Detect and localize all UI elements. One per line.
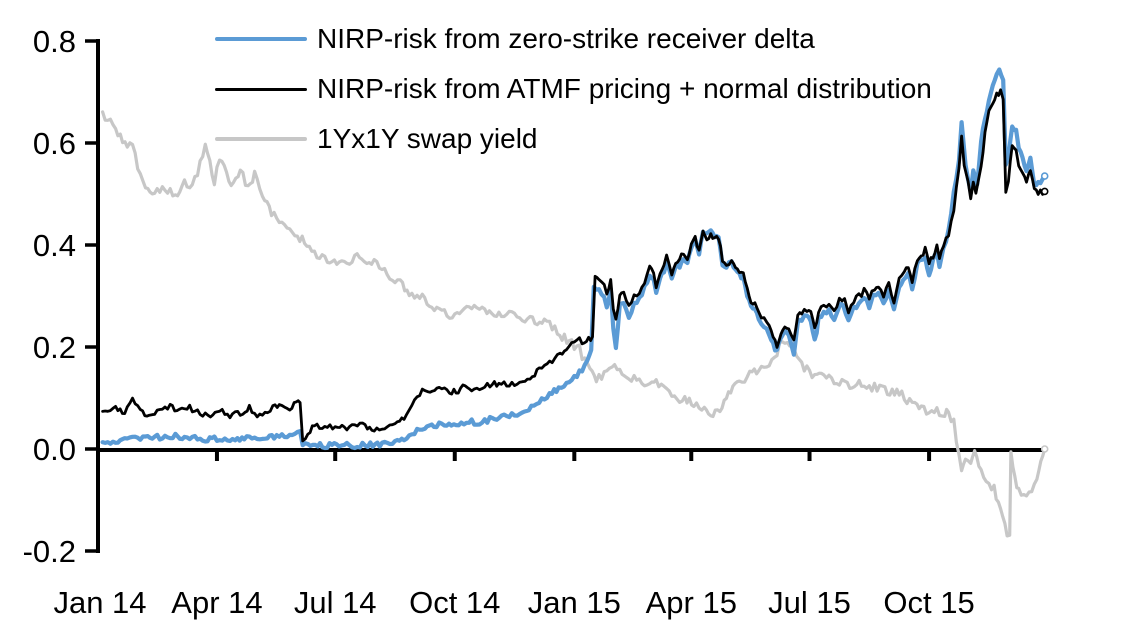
series-end-marker-swap-yield-1yx1y — [1040, 445, 1049, 453]
legend-item-swap-yield: 1Yx1Y swap yield — [215, 114, 932, 164]
x-tick-label: Jan 14 — [53, 585, 146, 620]
legend-label: NIRP-risk from zero-strike receiver delt… — [317, 23, 815, 54]
y-tick-label: 0.6 — [33, 126, 76, 161]
y-tick-label: 0.8 — [33, 24, 76, 59]
x-tick-label: Oct 15 — [883, 585, 974, 620]
legend-swatch-blue-line — [215, 36, 307, 42]
legend-item-zero-strike: NIRP-risk from zero-strike receiver delt… — [215, 14, 932, 64]
legend-label: NIRP-risk from ATMF pricing + normal dis… — [317, 73, 932, 104]
x-tick-label: Jul 15 — [768, 585, 851, 620]
series-line-nirp-atmf — [101, 88, 1047, 443]
x-tick-label: Jan 15 — [528, 585, 621, 620]
series-end-marker-nirp-atmf — [1040, 187, 1049, 196]
y-tick-label: -0.2 — [23, 534, 76, 569]
y-tick-label: 0.4 — [33, 228, 76, 263]
series-end-marker-nirp-zero-strike — [1040, 172, 1049, 180]
series-line-nirp-zero-strike — [100, 67, 1047, 451]
y-tick-label: 0.0 — [33, 432, 76, 467]
legend-item-atmf: NIRP-risk from ATMF pricing + normal dis… — [215, 64, 932, 114]
x-tick-label: Apr 15 — [646, 585, 737, 620]
x-tick-label: Apr 14 — [171, 585, 262, 620]
legend-swatch-black-line — [215, 87, 307, 91]
series-line-swap-yield-1yx1y — [100, 110, 1047, 538]
legend-label: 1Yx1Y swap yield — [317, 123, 538, 154]
legend-swatch-gray-line — [215, 137, 307, 141]
y-tick-label: 0.2 — [33, 330, 76, 365]
chart-legend: NIRP-risk from zero-strike receiver delt… — [215, 14, 932, 164]
x-tick-label: Jul 14 — [294, 585, 377, 620]
x-tick-label: Oct 14 — [409, 585, 500, 620]
